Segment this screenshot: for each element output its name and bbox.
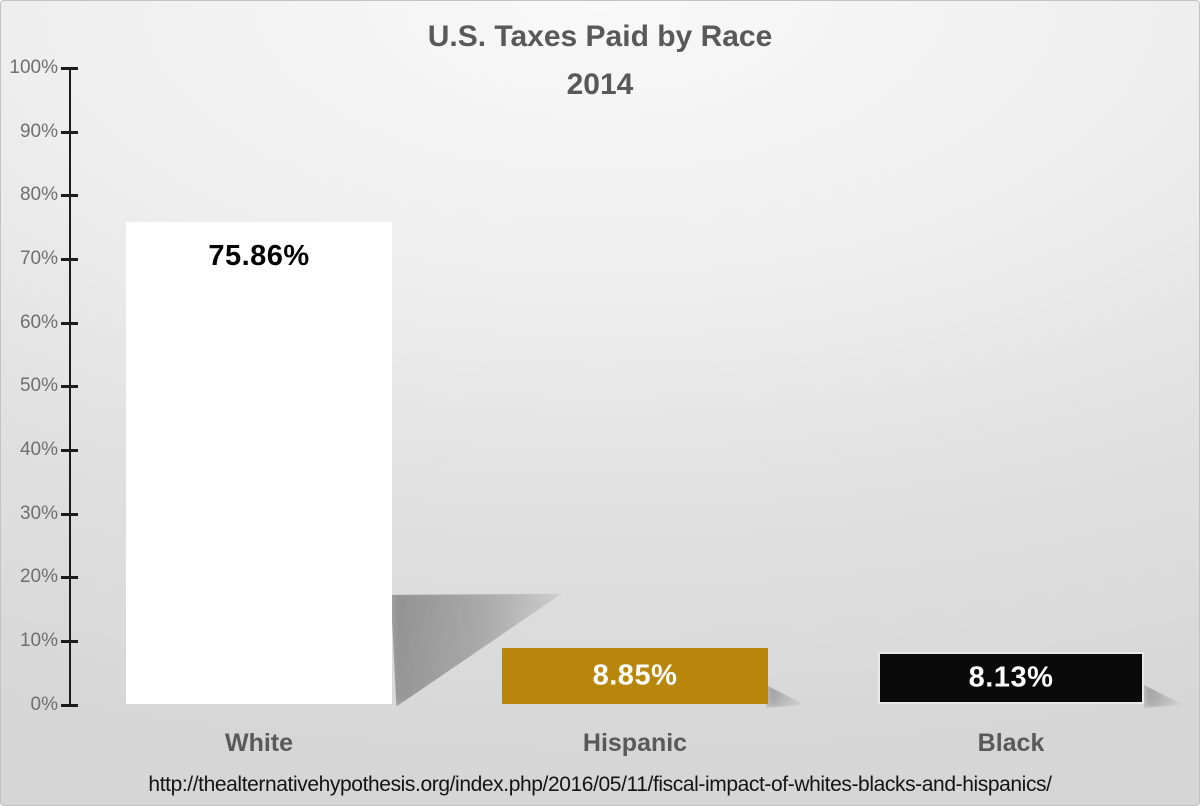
y-axis-label: 0% xyxy=(30,694,58,715)
y-axis-tick xyxy=(61,449,78,452)
y-axis-label: 100% xyxy=(9,57,58,78)
bar-hispanic-value-label: 8.85% xyxy=(592,659,678,692)
bar-hispanic-shadow xyxy=(766,685,805,708)
y-axis-label: 90% xyxy=(19,121,58,142)
y-axis-label: 60% xyxy=(19,312,58,333)
y-axis-tick xyxy=(61,385,78,388)
chart-title: U.S. Taxes Paid by Race 2014 xyxy=(1,13,1199,109)
y-axis-tick xyxy=(61,131,78,134)
y-axis-tick xyxy=(61,67,78,70)
y-axis-tick xyxy=(61,194,78,197)
y-axis-tick xyxy=(61,258,78,261)
y-axis-tick xyxy=(61,513,78,516)
y-axis-label: 80% xyxy=(19,184,58,205)
y-axis-label: 40% xyxy=(19,439,58,460)
category-label-hispanic: Hispanic xyxy=(582,729,688,757)
y-axis-tick xyxy=(61,576,78,579)
category-label-black: Black xyxy=(977,729,1045,757)
chart-title-line2: 2014 xyxy=(566,68,634,101)
y-axis-label: 20% xyxy=(19,566,58,587)
y-axis-tick xyxy=(61,322,78,325)
chart-title-line1: U.S. Taxes Paid by Race xyxy=(427,20,773,53)
y-axis-tick xyxy=(61,640,78,643)
bar-black-shadow xyxy=(1144,685,1183,708)
source-url: http://thealternativehypothesis.org/inde… xyxy=(148,773,1052,796)
category-label-white: White xyxy=(224,729,294,757)
bar-black: 8.13% xyxy=(878,652,1144,704)
y-axis-label: 30% xyxy=(19,503,58,524)
y-axis-tick xyxy=(61,704,78,707)
y-axis-label: 70% xyxy=(19,248,58,269)
bar-black-value-label: 8.13% xyxy=(968,661,1054,694)
bar-hispanic: 8.85% xyxy=(502,648,768,704)
y-axis-label: 50% xyxy=(19,375,58,396)
bar-white: 75.86% xyxy=(126,222,392,704)
bar-white-value-label: 75.86% xyxy=(208,240,310,272)
y-axis-label: 10% xyxy=(19,630,58,651)
